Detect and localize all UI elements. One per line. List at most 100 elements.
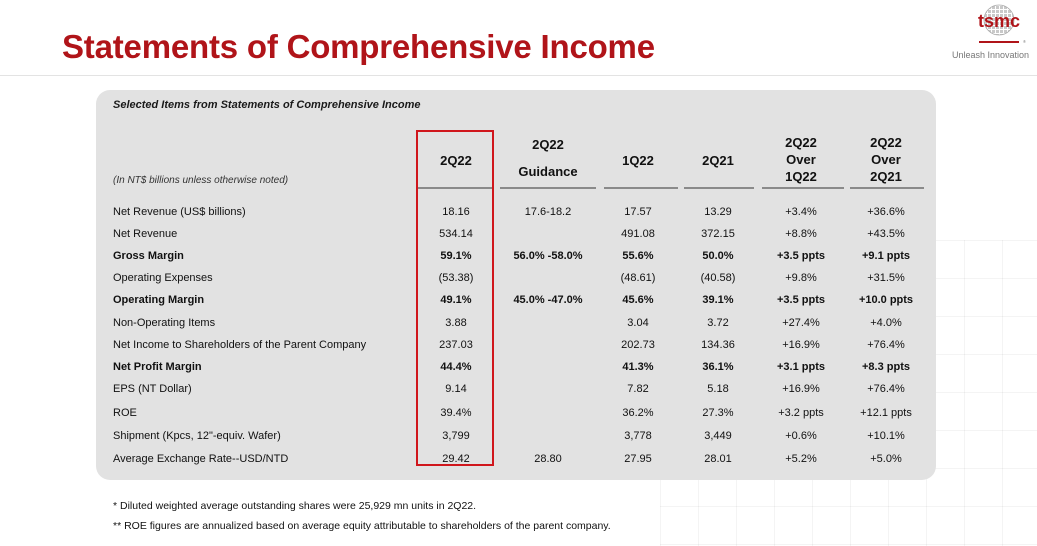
table-cell: +10.1% bbox=[867, 430, 905, 442]
table-cell: 59.1% bbox=[440, 250, 472, 262]
column-header: 2Q22 bbox=[870, 135, 902, 150]
column-header: 1Q22 bbox=[622, 153, 654, 168]
table-cell: +8.8% bbox=[785, 228, 817, 240]
column-header-rule bbox=[850, 187, 924, 189]
table-cell: 55.6% bbox=[622, 250, 654, 262]
table-cell: 3.72 bbox=[707, 317, 729, 329]
row-label: Gross Margin bbox=[113, 250, 184, 262]
table-cell: +3.5 ppts bbox=[777, 250, 825, 262]
units-note: (In NT$ billions unless otherwise noted) bbox=[113, 175, 289, 186]
column-header: 2Q21 bbox=[870, 169, 902, 184]
table-cell: +3.4% bbox=[785, 206, 817, 218]
table-cell: 3,449 bbox=[704, 430, 732, 442]
table-cell: +9.1 ppts bbox=[862, 250, 910, 262]
title-divider bbox=[0, 75, 1037, 76]
table-cell: 134.36 bbox=[701, 339, 735, 351]
table-cell: 3,799 bbox=[442, 430, 470, 442]
table-cell: +3.1 ppts bbox=[777, 361, 825, 373]
tsmc-logo-icon: tsmc ® bbox=[978, 4, 1026, 44]
column-header: Over bbox=[871, 152, 901, 167]
table-cell: 39.4% bbox=[440, 407, 472, 419]
column-header: 1Q22 bbox=[785, 169, 817, 184]
row-label: Operating Margin bbox=[113, 294, 205, 306]
table-cell: 202.73 bbox=[621, 339, 655, 351]
table-cell: 45.6% bbox=[622, 294, 654, 306]
page-title: Statements of Comprehensive Income bbox=[62, 28, 655, 65]
table-cell: +36.6% bbox=[867, 206, 905, 218]
footnote-roe: ** ROE figures are annualized based on a… bbox=[113, 520, 611, 532]
row-label: EPS (NT Dollar) bbox=[113, 383, 192, 395]
table-cell: 3.88 bbox=[445, 317, 467, 329]
footnote-eps: * Diluted weighted average outstanding s… bbox=[113, 500, 477, 512]
table-cell: 27.95 bbox=[624, 453, 652, 465]
row-label: Net Profit Margin bbox=[113, 361, 202, 373]
column-header: 2Q22 bbox=[532, 137, 564, 152]
table-cell: 13.29 bbox=[704, 206, 732, 218]
tagline: Unleash Innovation bbox=[952, 50, 1030, 60]
table-cell: 17.6-18.2 bbox=[524, 206, 572, 218]
table-cell: 44.4% bbox=[440, 361, 472, 373]
table-cell: 17.57 bbox=[624, 206, 652, 218]
table-cell: (53.38) bbox=[438, 272, 474, 284]
table-cell: 45.0% -47.0% bbox=[513, 294, 583, 306]
column-header: 2Q22 bbox=[440, 153, 472, 168]
table-cell: +12.1 ppts bbox=[860, 407, 912, 419]
table-cell: 18.16 bbox=[442, 206, 470, 218]
table-cell: 3,778 bbox=[624, 430, 652, 442]
current-quarter-highlight bbox=[416, 130, 494, 466]
table-cell: 491.08 bbox=[621, 228, 655, 240]
table-cell: +9.8% bbox=[785, 272, 817, 284]
table-cell: 39.1% bbox=[702, 294, 734, 306]
column-header-rule bbox=[762, 187, 844, 189]
table-cell: +8.3 ppts bbox=[862, 361, 910, 373]
row-label: Shipment (Kpcs, 12"-equiv. Wafer) bbox=[113, 430, 281, 442]
table-cell: +31.5% bbox=[867, 272, 905, 284]
column-header-rule bbox=[500, 187, 596, 189]
table-cell: 36.2% bbox=[622, 407, 654, 419]
column-header-rule bbox=[418, 187, 494, 189]
row-label: ROE bbox=[113, 407, 137, 419]
table-cell: +76.4% bbox=[867, 383, 905, 395]
column-header: Over bbox=[786, 152, 816, 167]
table-cell: +5.0% bbox=[870, 453, 902, 465]
row-label: Net Revenue (US$ billions) bbox=[113, 206, 246, 218]
row-label: Average Exchange Rate--USD/NTD bbox=[113, 453, 289, 465]
table-cell: 49.1% bbox=[440, 294, 472, 306]
table-panel bbox=[96, 90, 936, 480]
table-cell: +16.9% bbox=[782, 383, 820, 395]
table-cell: +27.4% bbox=[782, 317, 820, 329]
table-cell: 56.0% -58.0% bbox=[513, 250, 583, 262]
table-cell: +0.6% bbox=[785, 430, 817, 442]
table-cell: (48.61) bbox=[620, 272, 656, 284]
table-cell: 7.82 bbox=[627, 383, 649, 395]
table-cell: 36.1% bbox=[702, 361, 734, 373]
table-cell: +5.2% bbox=[785, 453, 817, 465]
table-cell: +10.0 ppts bbox=[858, 294, 914, 306]
table-cell: +3.5 ppts bbox=[777, 294, 825, 306]
logo-text: tsmc bbox=[978, 11, 1020, 31]
row-label: Net Revenue bbox=[113, 228, 178, 240]
table-cell: 3.04 bbox=[627, 317, 649, 329]
column-header: 2Q21 bbox=[702, 153, 734, 168]
table-cell: 534.14 bbox=[439, 228, 473, 240]
table-cell: 9.14 bbox=[445, 383, 467, 395]
table-cell: 50.0% bbox=[702, 250, 734, 262]
row-label: Operating Expenses bbox=[113, 272, 213, 284]
table-cell: +76.4% bbox=[867, 339, 905, 351]
table-title: Selected Items from Statements of Compre… bbox=[113, 99, 421, 111]
table-cell: +4.0% bbox=[870, 317, 902, 329]
table-cell: 237.03 bbox=[439, 339, 473, 351]
table-cell: +43.5% bbox=[867, 228, 905, 240]
row-label: Non-Operating Items bbox=[113, 317, 216, 329]
table-cell: +16.9% bbox=[782, 339, 820, 351]
table-cell: (40.58) bbox=[700, 272, 736, 284]
table-cell: 28.01 bbox=[704, 453, 732, 465]
column-header: 2Q22 bbox=[785, 135, 817, 150]
table-cell: 27.3% bbox=[702, 407, 734, 419]
row-label: Net Income to Shareholders of the Parent… bbox=[113, 339, 367, 351]
table-cell: +3.2 ppts bbox=[778, 407, 824, 419]
table-cell: 5.18 bbox=[707, 383, 729, 395]
table-cell: 29.42 bbox=[442, 453, 470, 465]
table-cell: 41.3% bbox=[622, 361, 654, 373]
svg-text:®: ® bbox=[1023, 39, 1026, 44]
